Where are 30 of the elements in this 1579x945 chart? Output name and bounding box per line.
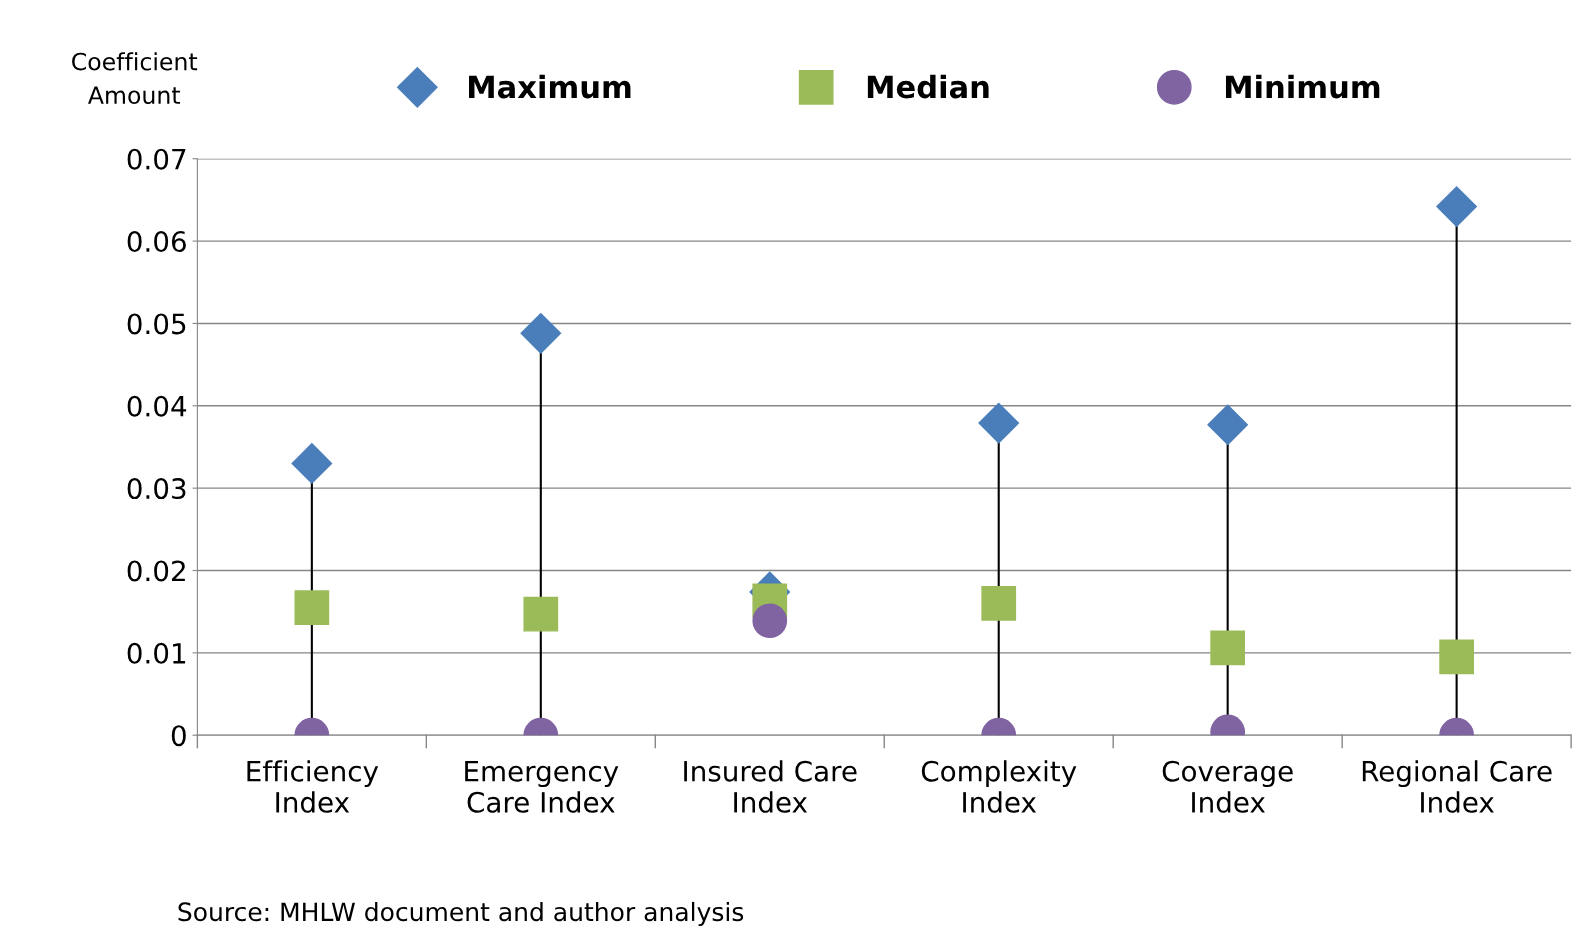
point (291, 443, 333, 484)
x-tick-label: Insured Care Index (684, 760, 857, 813)
legend-label: Minimum (1225, 74, 1380, 99)
legend-label: Maximum (469, 74, 631, 99)
y-tick-label: 0.04 (127, 395, 187, 417)
point (294, 590, 330, 625)
point (1436, 186, 1477, 227)
y-tick-label: 0.03 (127, 478, 186, 500)
point (523, 596, 559, 632)
x-tick-label: Efficiency Index (247, 760, 379, 813)
y-tick-label: 0.02 (127, 560, 185, 582)
point (752, 603, 788, 639)
y-tick-label: 0.07 (127, 148, 186, 170)
y-tick-label: 0.05 (127, 313, 186, 335)
source-note: Source: MHLW document and author analysis (178, 901, 744, 927)
point (981, 586, 1017, 621)
x-tick-label: Complexity Index (921, 760, 1077, 813)
point (1207, 404, 1249, 446)
x-tick-label: Emergency Care Index (465, 761, 619, 813)
legend-label: Median (867, 74, 989, 99)
x-tick-label: Coverage Index (1162, 760, 1293, 813)
point (520, 313, 562, 354)
y-axis-title: Coefficient Amount (72, 52, 198, 105)
point (978, 402, 1020, 444)
y-tick-label: 0 (171, 725, 186, 747)
y-tick-label: 0.01 (127, 642, 186, 664)
x-tick-label: Regional Care Index (1362, 760, 1552, 813)
y-tick-label: 0.06 (127, 231, 186, 253)
point (1439, 639, 1474, 675)
point (1210, 630, 1246, 666)
